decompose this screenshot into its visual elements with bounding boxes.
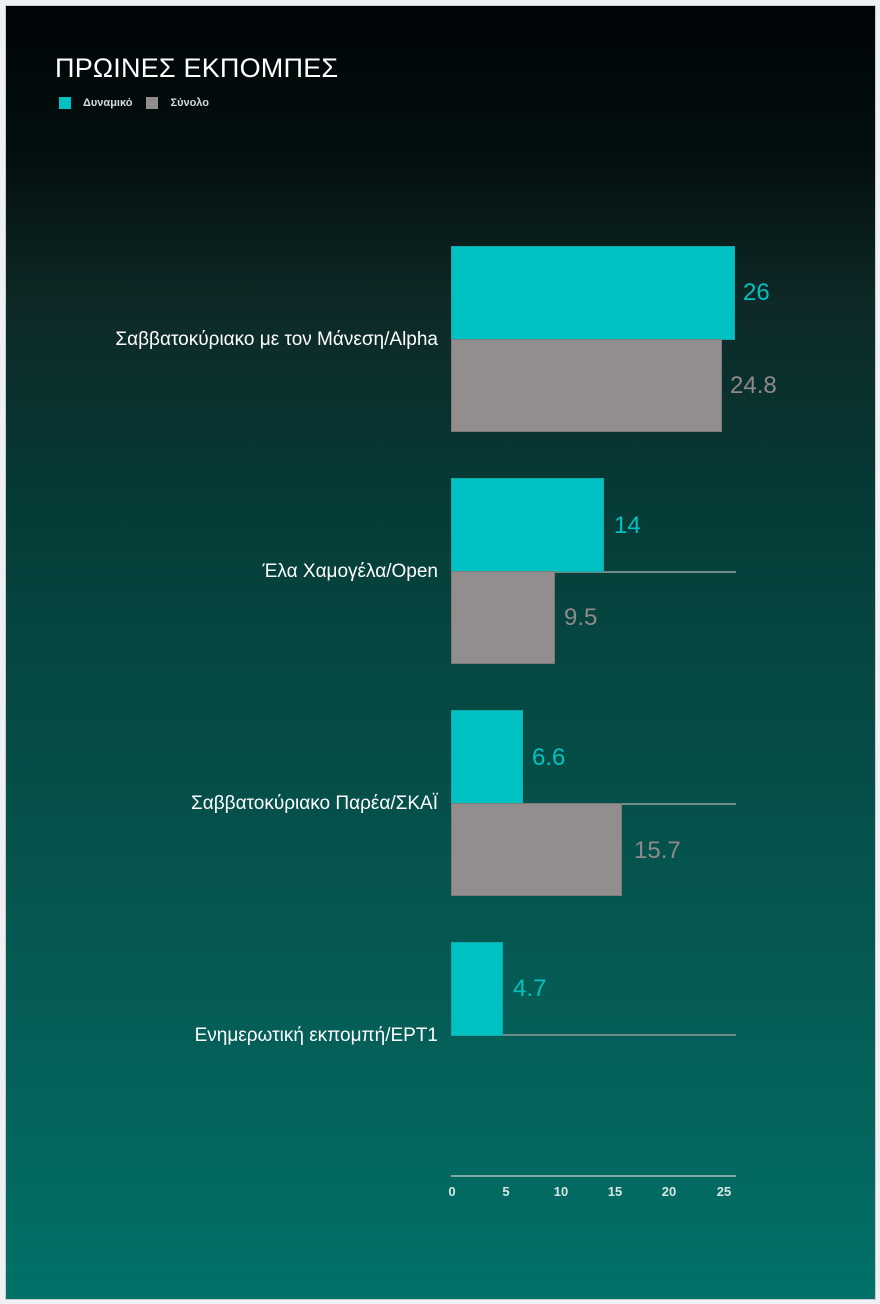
category-label: Έλα Χαμογέλα/Open [262, 561, 438, 582]
bar-synolo[interactable] [451, 339, 722, 432]
legend-item-dynamiko[interactable]: Δυναμικό [59, 97, 132, 109]
x-axis-tick: 20 [661, 1184, 677, 1199]
bar-dynamiko[interactable] [451, 478, 604, 572]
chart-legend: Δυναμικό Σύνολο [59, 97, 223, 109]
chart-panel: ΠΡΩΙΝΕΣ ΕΚΠΟΜΠΕΣ Δυναμικό Σύνολο Σαββατο… [5, 5, 876, 1300]
value-label: 14 [614, 512, 641, 539]
chart-title: ΠΡΩΙΝΕΣ ΕΚΠΟΜΠΕΣ [55, 53, 339, 83]
x-axis-tick: 5 [502, 1184, 510, 1199]
x-axis-line [451, 1175, 736, 1177]
x-axis-tick: 10 [553, 1184, 569, 1199]
bar-synolo[interactable] [451, 571, 555, 664]
category-label: Σαββατοκύριακο με τον Μάνεση/Alpha [115, 329, 438, 350]
bar-dynamiko[interactable] [451, 246, 735, 340]
category-baseline [451, 571, 736, 573]
value-label: 4.7 [513, 975, 547, 1002]
value-label: 26 [743, 279, 770, 306]
category-label: Ενημερωτική εκπομπή/ΕΡΤ1 [194, 1025, 438, 1046]
legend-swatch-dynamiko [59, 97, 71, 109]
plot-area: Σαββατοκύριακο με τον Μάνεση/Alpha 26 24… [6, 6, 875, 1299]
category-baseline [451, 1034, 736, 1036]
legend-item-synolo[interactable]: Σύνολο [146, 97, 209, 109]
value-label: 24.8 [730, 372, 777, 399]
bar-synolo[interactable] [451, 803, 622, 896]
x-axis-tick: 25 [716, 1184, 732, 1199]
value-label: 15.7 [634, 837, 681, 864]
bar-dynamiko[interactable] [451, 710, 523, 804]
bar-dynamiko[interactable] [451, 942, 503, 1036]
value-label: 6.6 [532, 744, 566, 771]
legend-swatch-synolo [146, 97, 159, 109]
legend-label: Δυναμικό [83, 97, 133, 109]
value-label: 9.5 [564, 604, 598, 631]
category-label: Σαββατοκύριακο Παρέα/ΣΚΑΪ [190, 793, 438, 814]
legend-label: Σύνολο [170, 97, 210, 109]
x-axis-tick: 0 [448, 1184, 456, 1199]
x-axis-tick: 15 [607, 1184, 623, 1199]
